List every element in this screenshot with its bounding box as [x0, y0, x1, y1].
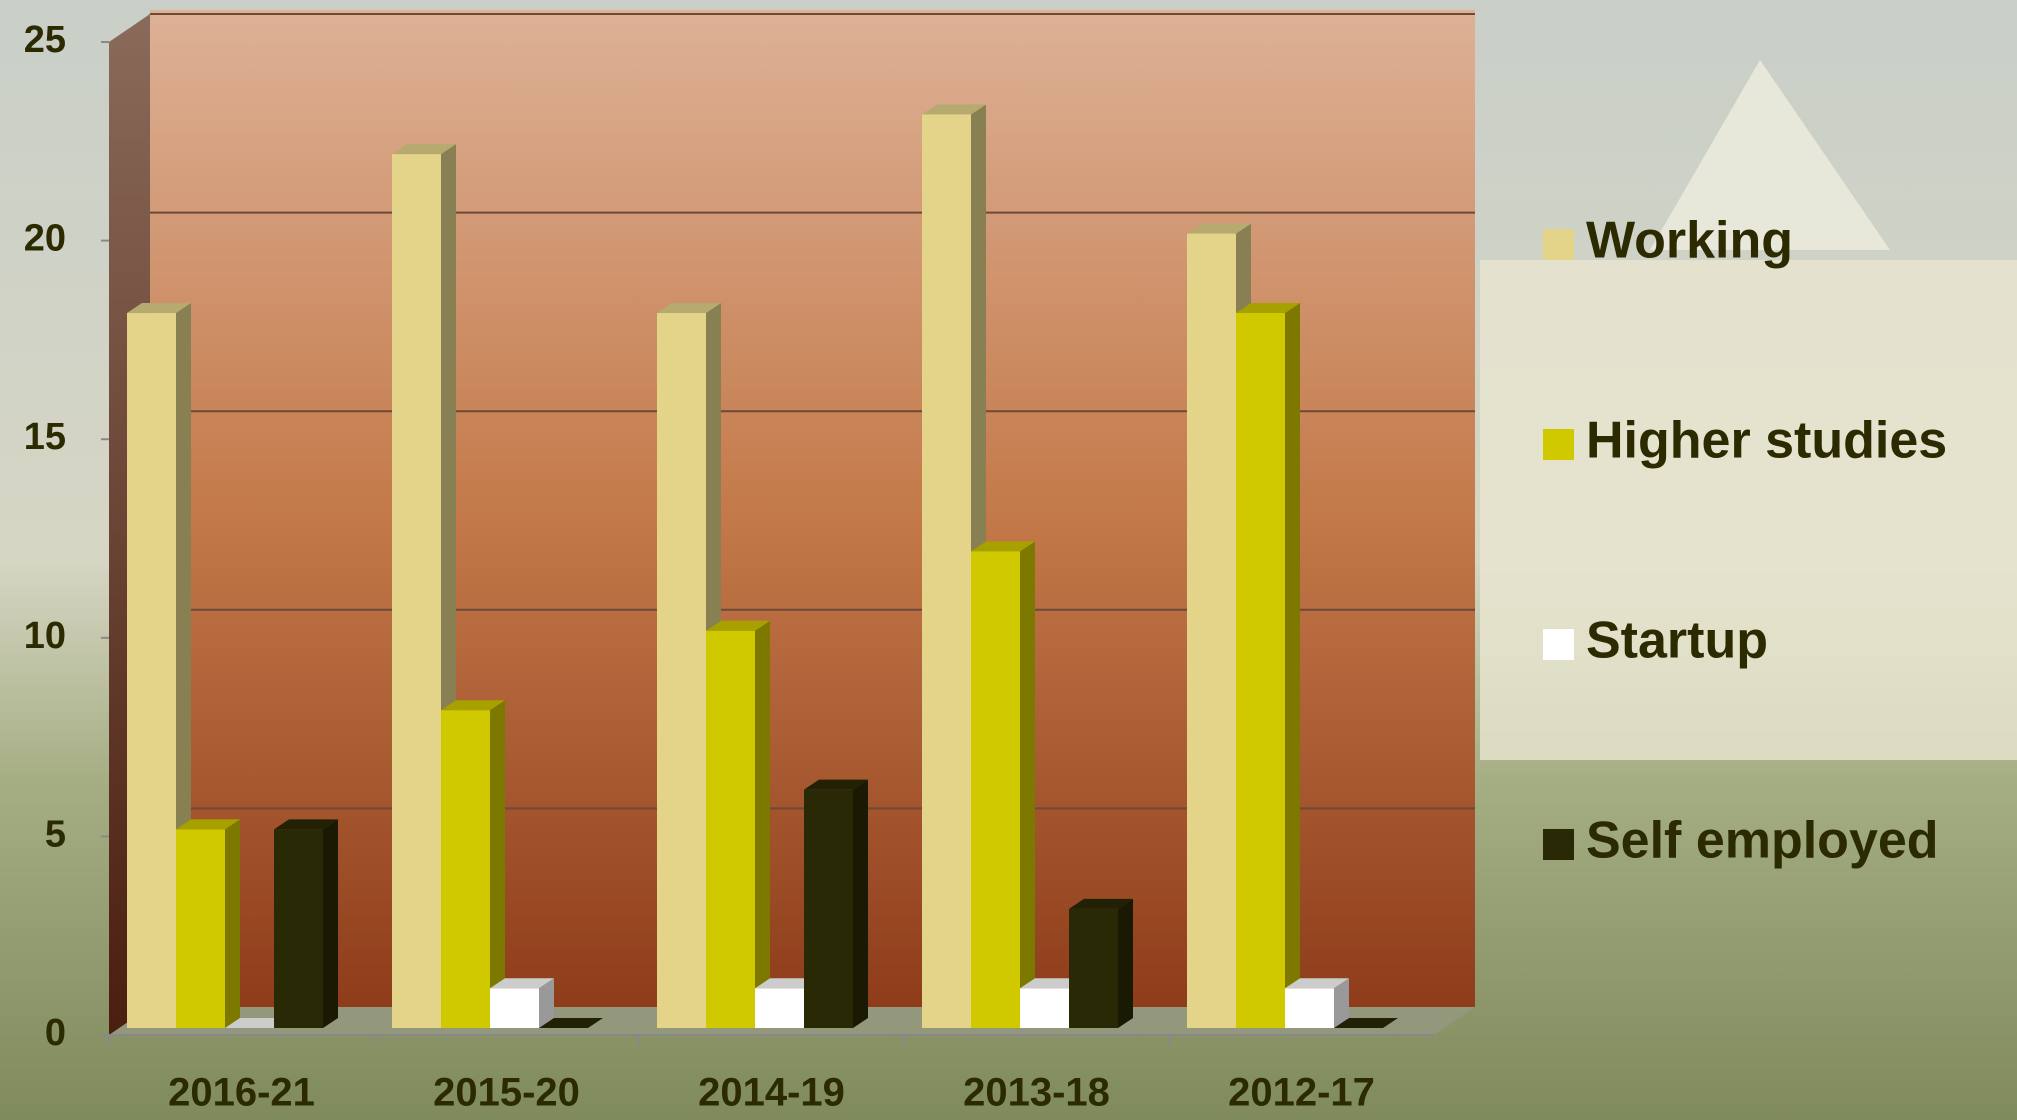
x-tick-label: 2015-20 — [433, 1071, 580, 1115]
bar — [1069, 909, 1118, 1028]
bar-side — [1285, 303, 1300, 1028]
bar-side — [225, 819, 240, 1028]
bar — [804, 790, 853, 1028]
bar — [441, 710, 490, 1028]
y-tick-label: 15 — [24, 416, 66, 458]
chart: 0 5 10 15 20 25 2016-21 2015-20 2014-19 2013-18 20… — [0, 0, 2017, 1120]
y-tick-label: 0 — [45, 1012, 66, 1054]
bar — [971, 551, 1020, 1028]
bar — [490, 988, 539, 1028]
bar — [657, 313, 706, 1028]
bar-side — [1020, 541, 1035, 1028]
bar-side — [853, 780, 868, 1028]
x-tick-label: 2014-19 — [698, 1071, 845, 1115]
bar-side — [323, 819, 338, 1028]
bar — [755, 988, 804, 1028]
bar-side — [755, 621, 770, 1028]
bar-side — [490, 700, 505, 1028]
bar — [1236, 313, 1285, 1028]
bar — [392, 154, 441, 1028]
bar — [706, 631, 755, 1028]
legend-label: Self employed — [1586, 812, 1939, 870]
x-tick-label: 2016-21 — [168, 1071, 315, 1115]
bar — [1187, 234, 1236, 1028]
x-tick-label: 2013-18 — [963, 1071, 1110, 1115]
bar-side — [1118, 899, 1133, 1028]
bar — [127, 313, 176, 1028]
legend-swatch — [1543, 629, 1574, 660]
legend-swatch — [1543, 429, 1574, 460]
bar — [1020, 988, 1069, 1028]
legend-swatch — [1543, 829, 1574, 860]
bar — [274, 829, 323, 1028]
bar — [1285, 988, 1334, 1028]
x-tick-label: 2012-17 — [1228, 1071, 1375, 1115]
legend-label: Higher studies — [1586, 412, 1947, 470]
legend-swatch — [1543, 229, 1574, 260]
y-tick-label: 20 — [24, 218, 66, 260]
y-tick-label: 25 — [24, 19, 66, 61]
legend-label: Working — [1586, 212, 1793, 270]
legend-label: Startup — [1586, 612, 1768, 670]
y-tick-label: 10 — [24, 615, 66, 657]
bar — [176, 829, 225, 1028]
y-tick-label: 5 — [45, 813, 66, 855]
building — [1480, 260, 2017, 760]
bar — [922, 114, 971, 1028]
